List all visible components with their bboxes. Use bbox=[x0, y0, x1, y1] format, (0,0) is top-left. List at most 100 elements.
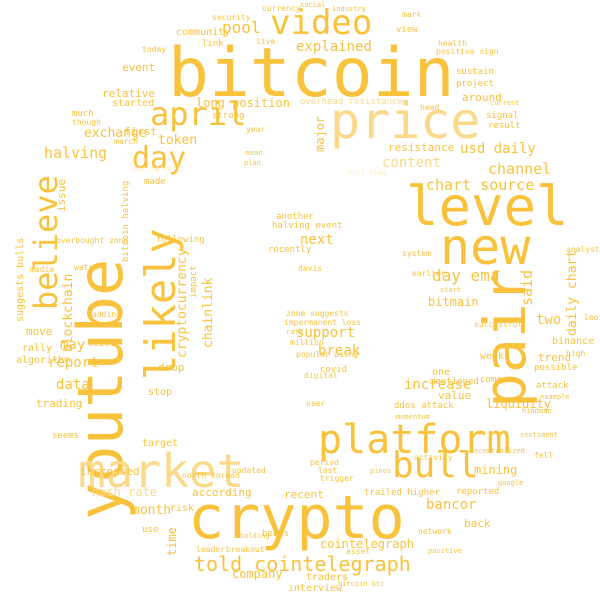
word-leader: leader bbox=[196, 545, 225, 554]
word-token: token bbox=[158, 133, 198, 148]
word-target: target bbox=[142, 438, 179, 449]
word-around: around bbox=[462, 91, 502, 104]
word-adding: adding bbox=[92, 310, 121, 319]
word-ddos-attack: ddos attack bbox=[394, 401, 454, 411]
word-increased: increased bbox=[80, 465, 140, 478]
word-overhead-resistance: overhead resistance bbox=[300, 97, 403, 107]
word-hash-rate: hash rate bbox=[92, 485, 158, 499]
word-time: time bbox=[165, 527, 179, 556]
word-march: march bbox=[114, 137, 139, 146]
word-social: social bbox=[300, 1, 326, 9]
word-head: head bbox=[420, 103, 440, 112]
word-possible: possible bbox=[534, 363, 578, 373]
word-cointelegraph: cointelegraph bbox=[320, 537, 414, 551]
word-user: user bbox=[306, 399, 326, 408]
word-cryptocurrency: cryptocurrency bbox=[175, 248, 190, 358]
word-earlier: earlier bbox=[412, 269, 446, 278]
word-week: week bbox=[480, 351, 505, 362]
word-event: event bbox=[122, 61, 156, 74]
word-zone-suggests: zone suggests bbox=[286, 309, 349, 318]
word-blockchain: blockchain bbox=[61, 273, 76, 352]
word-media: media bbox=[30, 265, 55, 274]
word-watch: watch bbox=[74, 263, 99, 272]
word-seems: seems bbox=[52, 431, 80, 441]
word-resistance: resistance bbox=[388, 141, 455, 154]
word-digital: digital bbox=[304, 371, 338, 380]
word-mining: mining bbox=[474, 463, 518, 477]
word-health: health bbox=[438, 39, 467, 48]
word-decentralized: decentralized bbox=[470, 447, 525, 455]
word-trailed-higher: trailed higher bbox=[364, 488, 440, 498]
word-live: live bbox=[256, 37, 276, 46]
word-covid: covid bbox=[320, 365, 348, 375]
word-period: period bbox=[310, 458, 339, 467]
word-north-korean: north korean bbox=[182, 471, 240, 480]
word-result: result bbox=[488, 121, 521, 131]
word-rate: rate bbox=[286, 328, 303, 336]
word-daily-chart: daily chart bbox=[565, 249, 580, 336]
word-today: today bbox=[142, 45, 167, 54]
word-day: day bbox=[132, 141, 187, 176]
word-price: price bbox=[330, 92, 481, 150]
word-increase: increase bbox=[404, 377, 472, 393]
word-value: value bbox=[438, 389, 472, 402]
word-leo: leo bbox=[584, 313, 599, 322]
word-exchange: exchange bbox=[84, 126, 147, 141]
word-video: video bbox=[270, 3, 373, 43]
word-mark: mark bbox=[402, 10, 422, 19]
word-fell: fell bbox=[534, 451, 554, 460]
word-trading: trading bbox=[36, 397, 83, 410]
word-bancor: bancor bbox=[426, 497, 477, 513]
word-pinos: pinos bbox=[370, 467, 392, 475]
word-platform: platform bbox=[318, 417, 511, 463]
word-using: using bbox=[334, 350, 359, 359]
word-content: content bbox=[382, 155, 442, 171]
word-halving-event: halving event bbox=[272, 221, 343, 231]
word-interview: interview bbox=[288, 583, 343, 594]
word-bull-flag: bull flag bbox=[348, 169, 386, 177]
word-view: view bbox=[396, 25, 418, 35]
word-overbought-zone: overbought zone bbox=[56, 236, 129, 245]
word-though: though bbox=[72, 118, 101, 127]
word-impact: impact bbox=[189, 265, 199, 298]
word-started: started bbox=[112, 98, 155, 109]
word-momentum: momentum bbox=[396, 413, 430, 421]
word-breakout: breakout bbox=[226, 545, 265, 554]
word-pool: pool bbox=[222, 18, 261, 37]
word-two: two bbox=[536, 312, 562, 328]
word-liquidity: liquidity bbox=[486, 397, 552, 411]
word-bitmain: bitmain bbox=[428, 295, 479, 309]
word-updated: updated bbox=[232, 466, 266, 475]
word-binance: binance bbox=[552, 336, 595, 347]
word-community: community bbox=[176, 27, 231, 38]
word-year: year bbox=[246, 125, 266, 134]
word-following: following bbox=[156, 235, 205, 245]
word-crypto: crypto bbox=[188, 483, 405, 553]
word-stop: stop bbox=[148, 387, 173, 398]
word-next: next bbox=[300, 232, 334, 248]
word-industry: industry bbox=[332, 5, 366, 13]
word-example: example bbox=[540, 393, 570, 401]
word-level: level bbox=[406, 175, 569, 238]
word-plan: plan bbox=[244, 159, 261, 167]
word-successful: successful bbox=[474, 320, 523, 329]
word-day-ema: day ema bbox=[432, 266, 500, 285]
word-explained: explained bbox=[296, 39, 372, 55]
word-positive: positive bbox=[428, 547, 462, 555]
word-strong: strong bbox=[212, 111, 245, 121]
word-support: support bbox=[296, 325, 356, 341]
word-signal: signal bbox=[486, 111, 519, 121]
word-analyst: analyst bbox=[566, 245, 600, 254]
word-link: link bbox=[202, 39, 224, 49]
word-company: company bbox=[232, 567, 283, 581]
word-use: use bbox=[142, 525, 159, 535]
word-relative: relative bbox=[102, 87, 155, 100]
word-told-cointelegraph: told cointelegraph bbox=[194, 552, 411, 576]
word-back: back bbox=[464, 517, 491, 530]
word-usd-daily: usd daily bbox=[460, 141, 536, 157]
word-issue: issue bbox=[55, 178, 68, 212]
word-channel: channel bbox=[488, 160, 552, 178]
word-system: system bbox=[402, 249, 431, 258]
word-long-position: long position bbox=[196, 96, 290, 110]
